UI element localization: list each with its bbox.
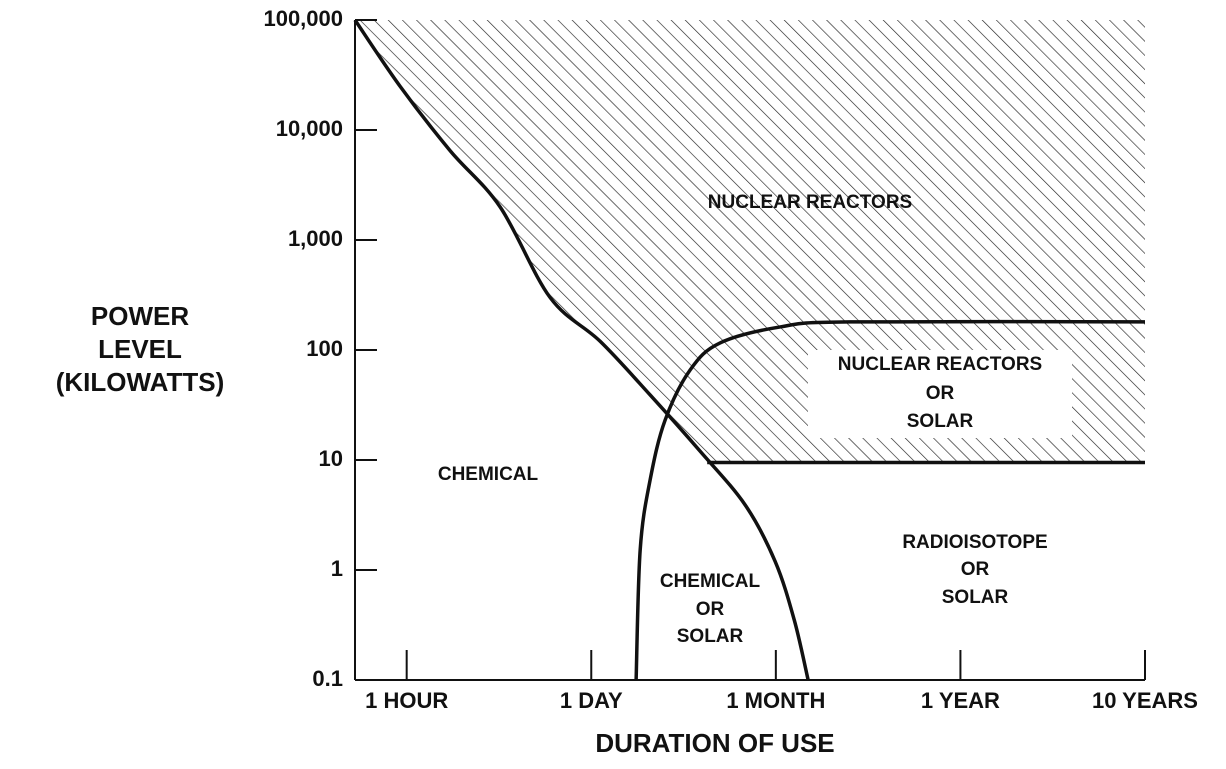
y-tick-label: 100,000 [263,6,343,31]
y-tick-label: 10 [319,446,343,471]
annotation: OR [696,599,725,620]
y-axis-label: LEVEL [98,334,182,364]
annotation: SOLAR [677,626,744,647]
annotation: CHEMICAL [438,464,539,485]
y-axis-label: POWER [91,301,189,331]
y-tick-label: 1,000 [288,226,343,251]
boundary-line [634,319,1146,681]
annotation: OR [926,383,955,404]
x-tick-label: 10 YEARS [1092,688,1198,713]
x-tick-label: 1 MONTH [726,688,825,713]
annotation: NUCLEAR REACTORS [708,192,912,213]
annotation: RADIOISOTOPE [902,532,1047,553]
y-tick-label: 0.1 [312,666,343,691]
boundary-line [353,19,810,681]
y-axis-label: (KILOWATTS) [56,367,224,397]
x-tick-label: 1 DAY [560,688,623,713]
annotation: SOLAR [942,587,1009,608]
label-box [808,350,1072,438]
x-tick-label: 1 YEAR [921,688,1000,713]
y-tick-label: 100 [306,336,343,361]
x-axis-label: DURATION OF USE [595,728,834,758]
annotation: SOLAR [907,411,974,432]
y-tick-label: 10,000 [276,116,343,141]
x-tick-label: 1 HOUR [365,688,448,713]
annotation: OR [961,559,990,580]
annotation: CHEMICAL [660,571,761,592]
annotation: NUCLEAR REACTORS [838,354,1042,375]
y-tick-label: 1 [331,556,343,581]
